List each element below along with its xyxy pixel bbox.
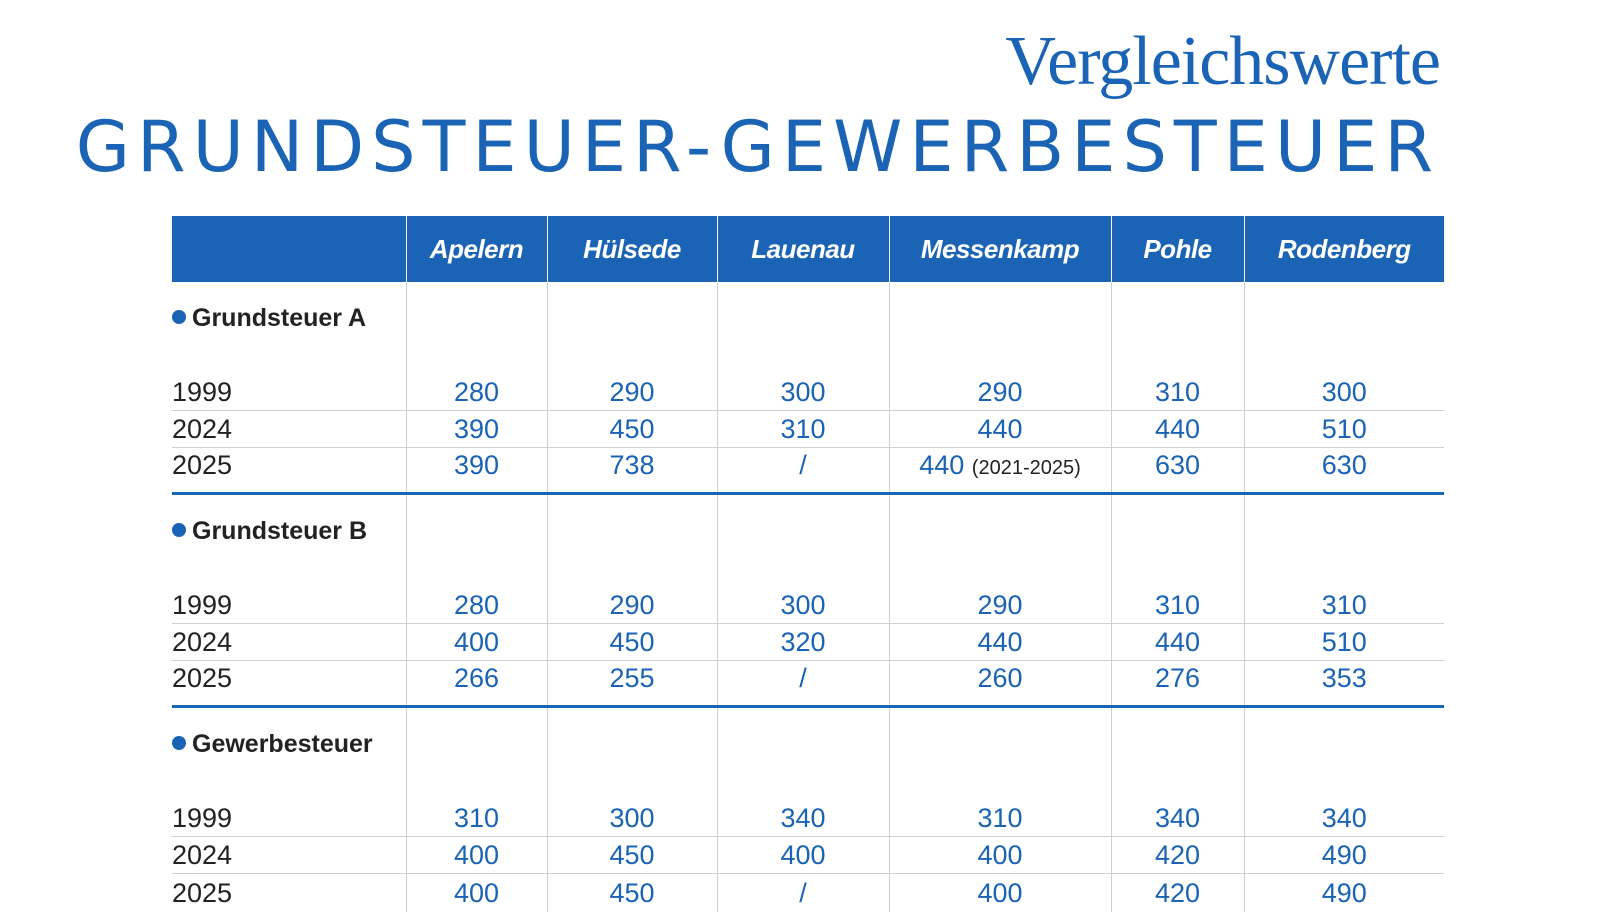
- section-title: Gewerbesteuer: [192, 730, 373, 758]
- period-note: (2021-2025): [972, 457, 1081, 479]
- value-cell: /: [717, 874, 889, 912]
- section-label: Grundsteuer A: [172, 282, 406, 358]
- value-cell: 510: [1244, 411, 1444, 448]
- value-text: 440: [919, 450, 964, 480]
- value-cell: 400: [406, 837, 547, 874]
- value-cell: 738: [547, 448, 717, 494]
- value-cell: 300: [717, 358, 889, 411]
- bullet-dot-icon: [172, 736, 186, 750]
- bullet-dot-icon: [172, 310, 186, 324]
- value-cell: 490: [1244, 837, 1444, 874]
- section-row: Grundsteuer A: [172, 282, 1444, 358]
- value-cell: 300: [1244, 358, 1444, 411]
- year-cell: 2024: [172, 624, 406, 661]
- section-title: Grundsteuer B: [192, 517, 367, 545]
- table-row: 2024 390 450 310 440 440 510: [172, 411, 1444, 448]
- value-cell: 290: [547, 358, 717, 411]
- value-cell: 450: [547, 874, 717, 912]
- value-cell: 400: [717, 837, 889, 874]
- table-row: 2025 266 255 / 260 276 353: [172, 661, 1444, 707]
- year-cell: 2024: [172, 411, 406, 448]
- year-cell: 2025: [172, 874, 406, 912]
- value-cell: 440: [889, 411, 1111, 448]
- value-cell: 400: [406, 874, 547, 912]
- subtitle: Vergleichswerte: [1005, 22, 1440, 102]
- section-label: Gewerbesteuer: [172, 707, 406, 785]
- section-row: Gewerbesteuer: [172, 707, 1444, 785]
- table-row: 2025 400 450 / 400 420 490: [172, 874, 1444, 912]
- table-row: 2024 400 450 400 400 420 490: [172, 837, 1444, 874]
- value-cell: 340: [1244, 784, 1444, 837]
- column-header: Messenkamp: [889, 216, 1111, 282]
- value-cell: 310: [1111, 358, 1244, 411]
- table-row: 1999 280 290 300 290 310 310: [172, 571, 1444, 624]
- header-row: Apelern Hülsede Lauenau Messenkamp Pohle…: [172, 216, 1444, 282]
- table-row: 2025 390 738 / 440 (2021-2025) 630 630: [172, 448, 1444, 494]
- value-cell: 340: [1111, 784, 1244, 837]
- value-cell: 420: [1111, 837, 1244, 874]
- value-cell: 420: [1111, 874, 1244, 912]
- value-cell: 310: [889, 784, 1111, 837]
- table-row: 1999 310 300 340 310 340 340: [172, 784, 1444, 837]
- page-title: GRUNDSTEUER-GEWERBESTEUER: [76, 112, 1440, 182]
- column-header: Hülsede: [547, 216, 717, 282]
- value-cell: /: [717, 448, 889, 494]
- value-cell: 440: [889, 624, 1111, 661]
- value-cell: 300: [717, 571, 889, 624]
- value-cell: 390: [406, 411, 547, 448]
- value-cell: 400: [406, 624, 547, 661]
- value-cell: 290: [889, 358, 1111, 411]
- table-row: 1999 280 290 300 290 310 300: [172, 358, 1444, 411]
- section-title: Grundsteuer A: [192, 304, 366, 332]
- value-cell: 255: [547, 661, 717, 707]
- value-cell: 266: [406, 661, 547, 707]
- value-cell: 290: [547, 571, 717, 624]
- column-header: Lauenau: [717, 216, 889, 282]
- header-corner: [172, 216, 406, 282]
- year-cell: 1999: [172, 784, 406, 837]
- value-cell: 440: [1111, 411, 1244, 448]
- value-cell: 630: [1111, 448, 1244, 494]
- value-cell: 450: [547, 411, 717, 448]
- value-cell: 630: [1244, 448, 1444, 494]
- value-cell: 400: [889, 837, 1111, 874]
- bullet-dot-icon: [172, 523, 186, 537]
- section-row: Grundsteuer B: [172, 494, 1444, 572]
- value-cell: 400: [889, 874, 1111, 912]
- column-header: Rodenberg: [1244, 216, 1444, 282]
- value-cell: 310: [1111, 571, 1244, 624]
- table-row: 2024 400 450 320 440 440 510: [172, 624, 1444, 661]
- value-cell: 450: [547, 837, 717, 874]
- value-cell: 310: [1244, 571, 1444, 624]
- value-cell: 450: [547, 624, 717, 661]
- year-cell: 2025: [172, 661, 406, 707]
- value-cell: /: [717, 661, 889, 707]
- value-cell: 310: [406, 784, 547, 837]
- year-cell: 2025: [172, 448, 406, 494]
- tax-comparison-table: Apelern Hülsede Lauenau Messenkamp Pohle…: [172, 216, 1444, 912]
- value-cell: 280: [406, 358, 547, 411]
- value-cell: 310: [717, 411, 889, 448]
- value-cell: 320: [717, 624, 889, 661]
- year-cell: 1999: [172, 571, 406, 624]
- value-cell: 276: [1111, 661, 1244, 707]
- value-cell: 353: [1244, 661, 1444, 707]
- value-cell: 440: [1111, 624, 1244, 661]
- value-cell: 280: [406, 571, 547, 624]
- value-cell: 390: [406, 448, 547, 494]
- value-cell: 300: [547, 784, 717, 837]
- value-cell: 510: [1244, 624, 1444, 661]
- year-cell: 1999: [172, 358, 406, 411]
- value-cell: 260: [889, 661, 1111, 707]
- year-cell: 2024: [172, 837, 406, 874]
- column-header: Pohle: [1111, 216, 1244, 282]
- value-cell: 440 (2021-2025): [889, 448, 1111, 494]
- value-cell: 490: [1244, 874, 1444, 912]
- value-cell: 340: [717, 784, 889, 837]
- section-label: Grundsteuer B: [172, 494, 406, 572]
- column-header: Apelern: [406, 216, 547, 282]
- value-cell: 290: [889, 571, 1111, 624]
